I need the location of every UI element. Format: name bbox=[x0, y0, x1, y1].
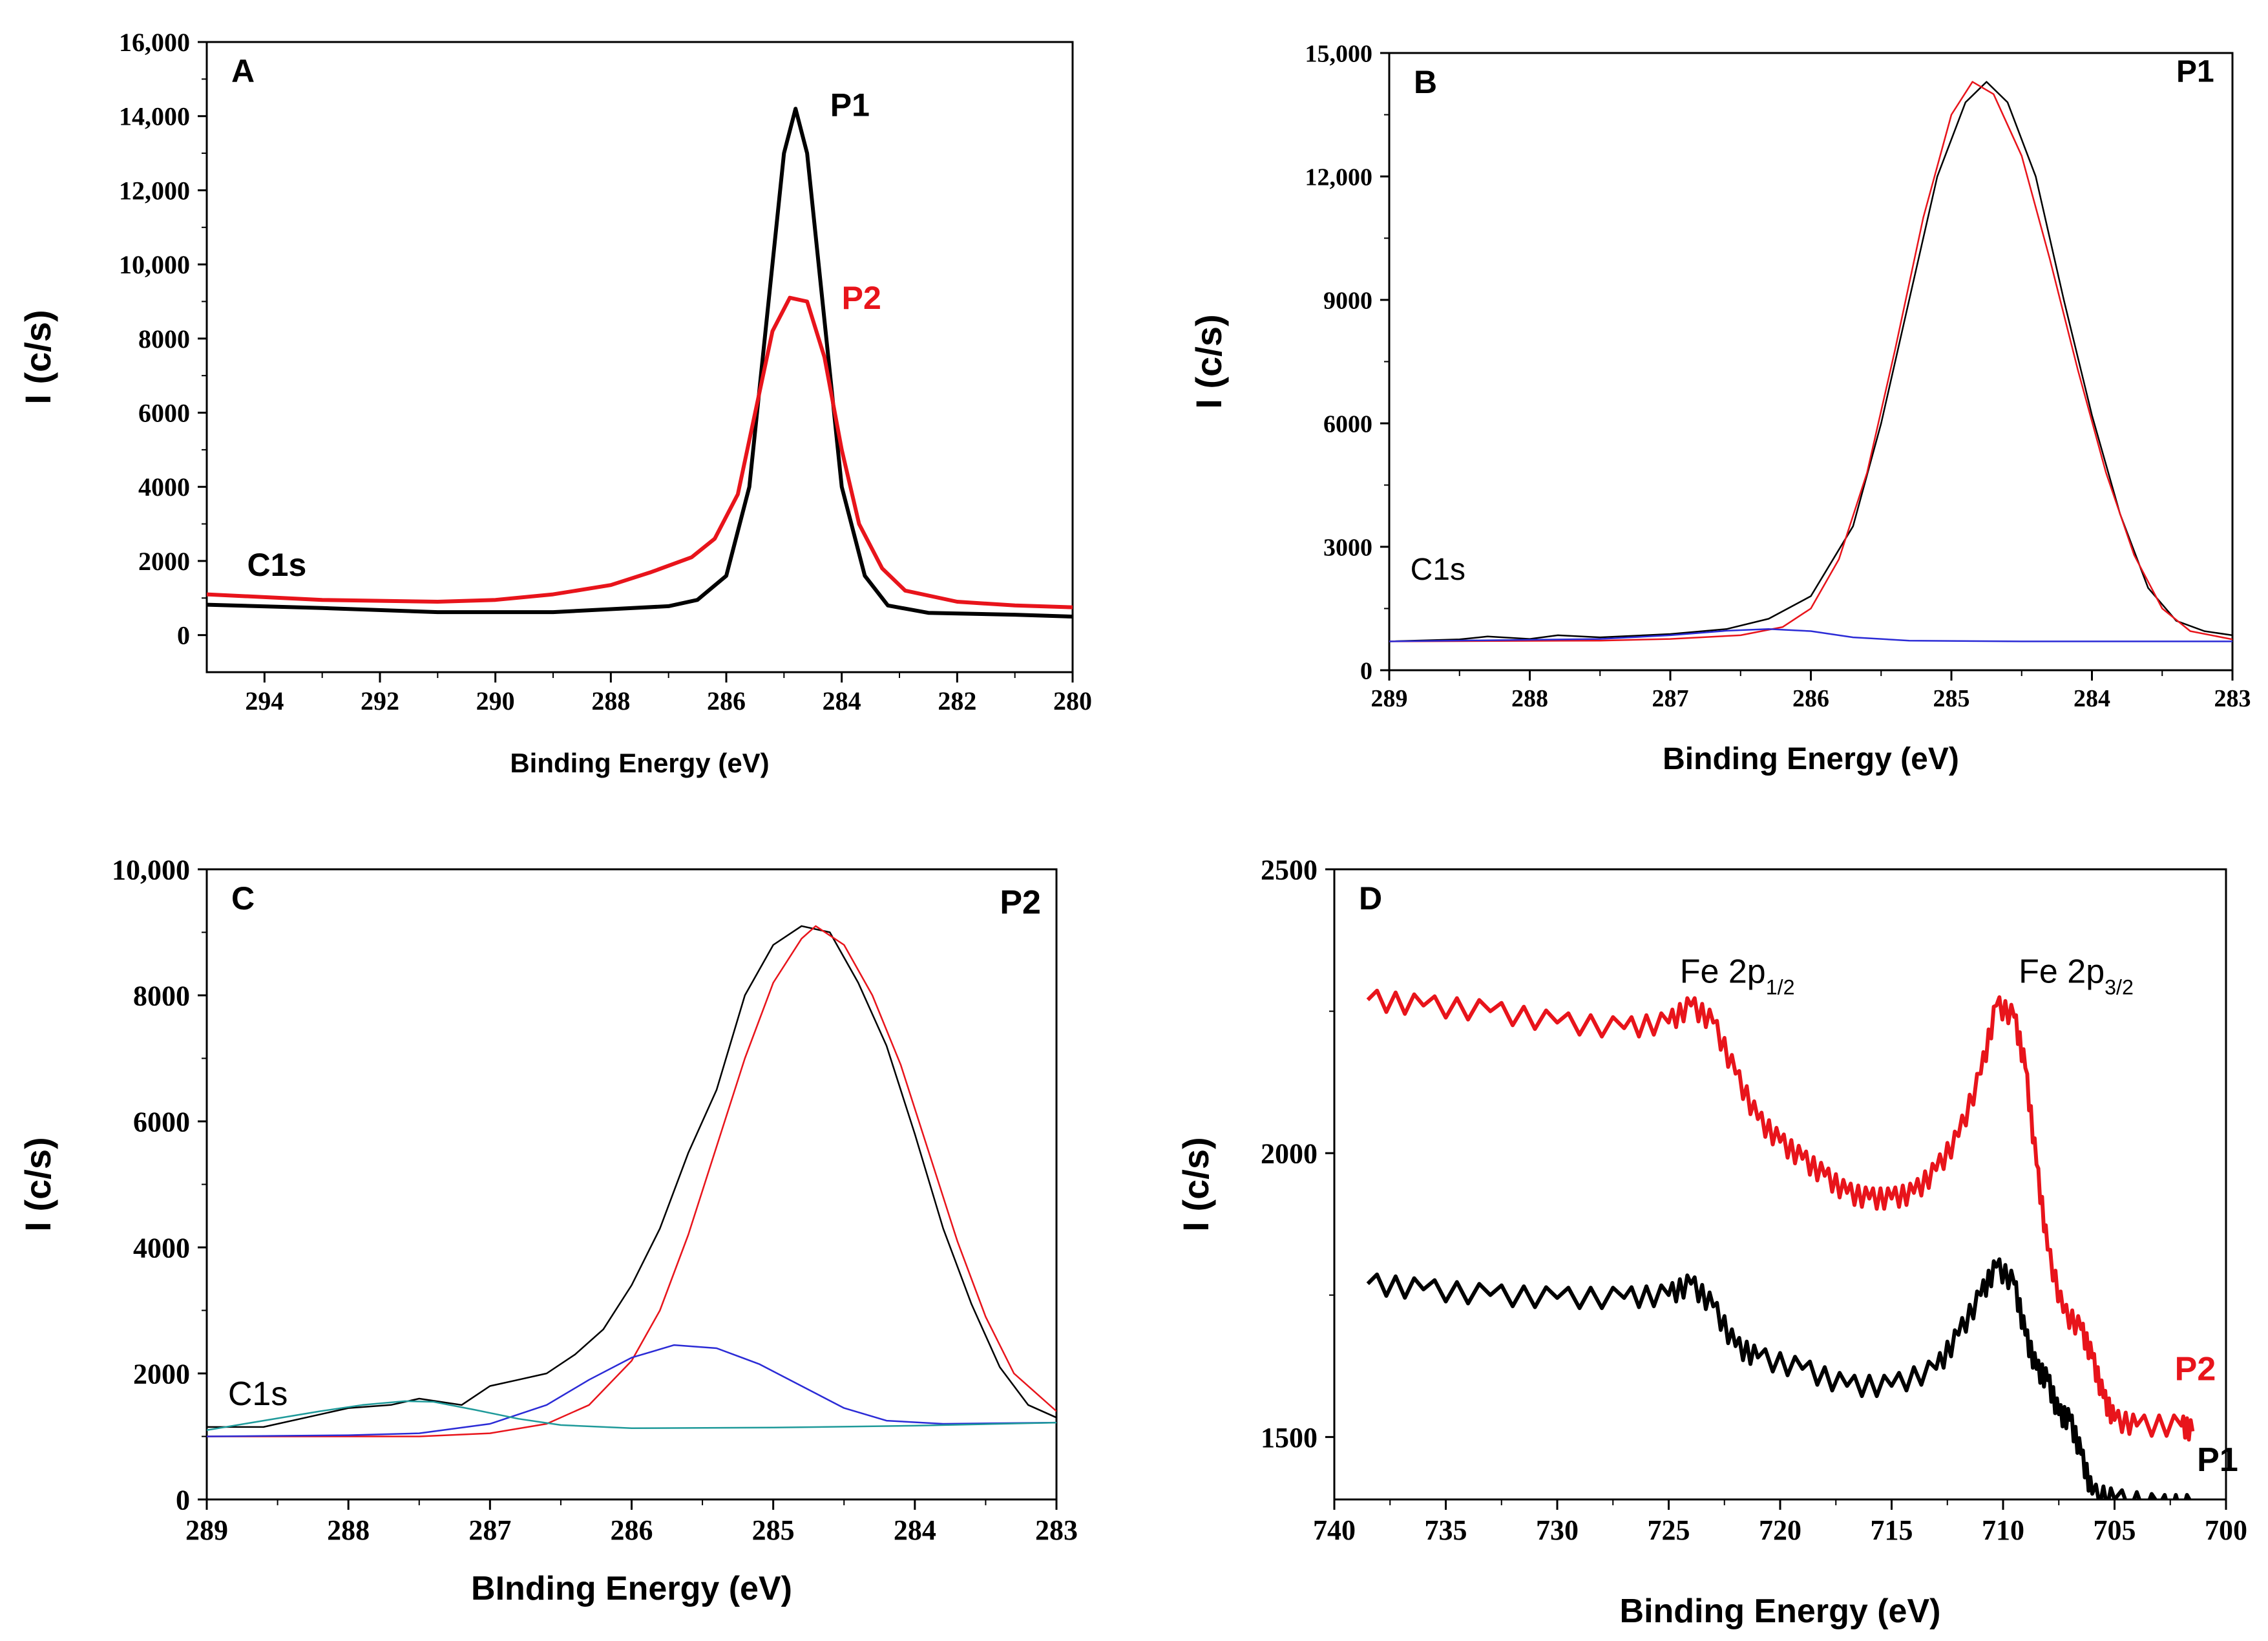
x-tick-label: 715 bbox=[1871, 1514, 1913, 1546]
plot-frame bbox=[205, 41, 1074, 673]
x-tick-label: 284 bbox=[2074, 685, 2110, 712]
x-tick-label: 700 bbox=[2205, 1514, 2247, 1546]
y-axis-title: I (c/s) bbox=[1188, 314, 1229, 408]
plot-frame bbox=[205, 868, 1058, 1501]
series-line-peak-1 bbox=[207, 925, 1056, 1437]
panel-label: C bbox=[231, 880, 255, 916]
x-tick-label: 284 bbox=[823, 686, 861, 715]
series-line-p2 bbox=[1366, 988, 2195, 1442]
y-tick-label: 6000 bbox=[138, 399, 190, 428]
y-tick-label: 10,000 bbox=[112, 854, 190, 885]
x-tick-label: 283 bbox=[1035, 1514, 1078, 1546]
y-tick-label: 4000 bbox=[138, 472, 190, 502]
y-tick-label: 10,000 bbox=[119, 250, 190, 279]
x-tick-label: 285 bbox=[1933, 685, 1970, 712]
series-line-peak-2 bbox=[207, 1344, 1056, 1437]
x-tick-label: 286 bbox=[611, 1514, 653, 1546]
panel-c: 289 288 287 286 285 284 283 0 2000 4000 6000 8000 10… bbox=[17, 854, 1078, 1607]
x-tick-label: 288 bbox=[327, 1514, 370, 1546]
series-line-peak-3 bbox=[207, 1400, 1056, 1432]
y-tick-label: 2000 bbox=[133, 1358, 190, 1390]
series-line-fit-peak bbox=[1389, 81, 2232, 642]
y-tick-label: 6000 bbox=[133, 1106, 190, 1138]
x-axis-title: Binding Energy (eV) bbox=[1663, 742, 1959, 776]
series-line-p2 bbox=[207, 295, 1073, 609]
x-tick-label: 288 bbox=[591, 686, 630, 715]
panel-b: 289 288 287 286 285 284 283 0 3000 6000 9000 12,000… bbox=[1188, 40, 2251, 776]
annotation-p1: P1 bbox=[830, 87, 870, 123]
y-tick-label: 0 bbox=[176, 1484, 190, 1516]
x-tick-label: 290 bbox=[476, 686, 515, 715]
y-tick-label: 3000 bbox=[1323, 534, 1372, 561]
y-tick-label: 9000 bbox=[1323, 287, 1372, 314]
x-tick-label: 730 bbox=[1536, 1514, 1579, 1546]
x-tick-label: 289 bbox=[1371, 685, 1408, 712]
series-line-p1 bbox=[207, 107, 1073, 619]
x-tick-label: 283 bbox=[2214, 685, 2251, 712]
annotation-c1s: C1s bbox=[228, 1375, 288, 1413]
series-line-p1 bbox=[1366, 1257, 2192, 1499]
y-tick-label: 15,000 bbox=[1305, 40, 1373, 67]
x-tick-label: 720 bbox=[1759, 1514, 1801, 1546]
x-tick-label: 294 bbox=[245, 686, 284, 715]
annotation-p2: P2 bbox=[842, 280, 881, 316]
series-line-background bbox=[1389, 628, 2232, 642]
series-line-measured bbox=[207, 925, 1056, 1428]
y-tick-label: 2000 bbox=[1261, 1138, 1318, 1170]
panel-label: B bbox=[1414, 64, 1437, 100]
y-tick-label: 2500 bbox=[1261, 854, 1318, 885]
panel-a: 294 292 290 288 286 284 282 280 0 2000 4000 6000 800… bbox=[17, 28, 1092, 778]
x-tick-label: 725 bbox=[1648, 1514, 1690, 1546]
x-tick-label: 287 bbox=[1652, 685, 1689, 712]
x-tick-label: 710 bbox=[1982, 1514, 2024, 1546]
x-tick-label: 280 bbox=[1053, 686, 1092, 715]
annotation-p2: P2 bbox=[1000, 884, 1041, 921]
y-tick-label: 16,000 bbox=[119, 28, 190, 57]
y-tick-label: 14,000 bbox=[119, 102, 190, 131]
y-tick-label: 0 bbox=[1360, 657, 1372, 684]
y-tick-label: 12,000 bbox=[119, 176, 190, 205]
annotation-fe-2p: Fe 2p1/2 bbox=[1680, 953, 1795, 999]
x-axis-title: BInding Energy (eV) bbox=[471, 1570, 792, 1607]
plot-frame bbox=[1388, 52, 2234, 672]
annotation-c1s: C1s bbox=[247, 547, 307, 583]
y-tick-label: 8000 bbox=[133, 980, 190, 1011]
annotation-p1: P1 bbox=[2176, 55, 2214, 89]
x-tick-label: 740 bbox=[1313, 1514, 1356, 1546]
x-tick-label: 286 bbox=[1792, 685, 1829, 712]
annotation-p2: P2 bbox=[2175, 1351, 2216, 1388]
series-line-measured bbox=[1389, 81, 2232, 642]
x-axis-title: Binding Energy (eV) bbox=[1620, 1593, 1941, 1630]
panel-label: A bbox=[231, 53, 255, 89]
y-tick-label: 2000 bbox=[138, 547, 190, 576]
x-tick-label: 282 bbox=[938, 686, 976, 715]
panel-label: D bbox=[1359, 880, 1382, 916]
y-tick-label: 0 bbox=[177, 621, 190, 650]
y-tick-label: 6000 bbox=[1323, 410, 1372, 438]
x-tick-label: 286 bbox=[707, 686, 746, 715]
annotation-fe-2p: Fe 2p3/2 bbox=[2019, 953, 2134, 999]
x-tick-label: 289 bbox=[185, 1514, 228, 1546]
y-tick-label: 4000 bbox=[133, 1232, 190, 1264]
x-tick-label: 284 bbox=[894, 1514, 936, 1546]
x-tick-label: 288 bbox=[1511, 685, 1548, 712]
annotation-c1s: C1s bbox=[1411, 553, 1465, 587]
x-tick-label: 705 bbox=[2094, 1514, 2136, 1546]
y-tick-label: 12,000 bbox=[1305, 164, 1373, 191]
y-axis-title: I (c/s) bbox=[17, 1137, 58, 1231]
x-axis-title: Binding Energy (eV) bbox=[510, 748, 769, 778]
y-tick-label: 8000 bbox=[138, 324, 190, 354]
x-tick-label: 735 bbox=[1425, 1514, 1467, 1546]
x-tick-label: 285 bbox=[752, 1514, 795, 1546]
y-tick-label: 1500 bbox=[1261, 1422, 1318, 1454]
x-tick-label: 292 bbox=[361, 686, 399, 715]
y-axis-title: I (c/s) bbox=[17, 310, 58, 404]
annotation-p1: P1 bbox=[2197, 1441, 2238, 1479]
panel-d: 740 735 730 725 720 715 710 705 700 1500 2000 2500 B… bbox=[1175, 854, 2247, 1630]
y-axis-title: I (c/s) bbox=[1175, 1137, 1216, 1231]
x-tick-label: 287 bbox=[468, 1514, 511, 1546]
